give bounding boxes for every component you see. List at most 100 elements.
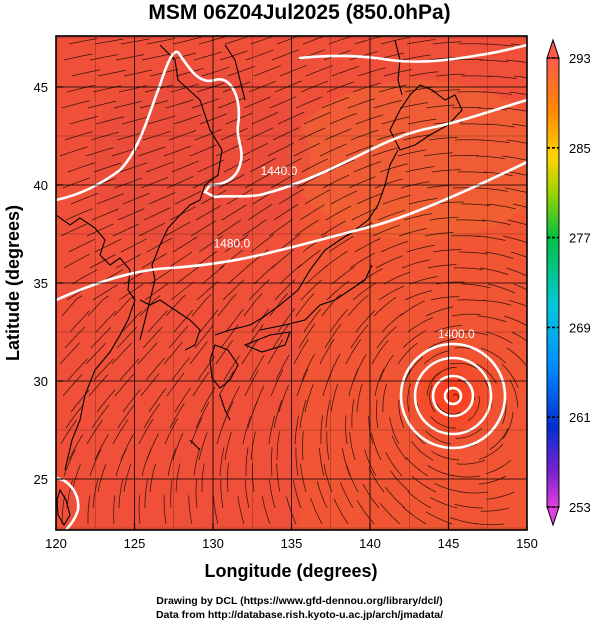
streamline <box>175 67 204 77</box>
streamline <box>449 517 479 525</box>
x-tick-label: 145 <box>438 536 460 551</box>
streamline <box>449 155 479 157</box>
streamline <box>294 219 319 237</box>
streamline <box>321 96 349 109</box>
streamline <box>174 387 191 413</box>
streamline <box>171 160 199 173</box>
streamline <box>423 350 450 365</box>
streamline <box>510 251 527 258</box>
streamline <box>120 433 134 461</box>
x-tick-label: 140 <box>359 536 381 551</box>
streamline <box>217 293 237 317</box>
streamline <box>170 83 199 93</box>
coastline-kyushu <box>209 344 239 389</box>
streamline <box>252 463 255 493</box>
streamline <box>305 65 333 77</box>
streamline <box>123 69 153 77</box>
streamline <box>95 310 116 333</box>
streamline <box>270 369 284 397</box>
streamline <box>295 447 299 477</box>
y-tick-label: 45 <box>34 80 48 95</box>
streamline <box>117 208 145 221</box>
streamline <box>503 107 527 112</box>
streamline <box>382 383 387 413</box>
streamline <box>425 511 453 525</box>
streamline <box>286 496 297 525</box>
streamline <box>324 128 352 141</box>
y-axis-label: Latitude (degrees) <box>3 205 23 361</box>
streamline <box>272 127 300 141</box>
streamline <box>216 219 242 237</box>
streamline <box>302 36 326 45</box>
streamline <box>449 362 478 370</box>
streamline <box>508 91 527 95</box>
streamline <box>398 228 427 237</box>
streamline <box>319 338 335 365</box>
streamline <box>221 204 247 221</box>
streamline <box>241 142 268 157</box>
streamline <box>216 416 227 445</box>
streamline <box>89 254 116 269</box>
streamline <box>459 123 489 125</box>
streamline <box>293 480 302 509</box>
streamline <box>423 152 453 157</box>
streamline <box>319 447 325 477</box>
streamline <box>323 250 348 269</box>
streamline <box>355 310 376 333</box>
streamline <box>67 162 96 173</box>
streamline <box>397 149 427 157</box>
streamline <box>69 115 98 125</box>
streamline <box>323 464 333 493</box>
streamline <box>194 128 222 141</box>
y-tick-label: 40 <box>34 178 48 193</box>
streamline <box>467 395 480 422</box>
streamline <box>375 255 403 269</box>
streamline <box>267 339 284 365</box>
streamline <box>430 497 458 509</box>
streamline <box>329 308 348 333</box>
streamline <box>68 434 84 461</box>
streamline <box>120 238 147 253</box>
streamline <box>138 418 154 445</box>
streamline <box>331 65 360 77</box>
streamline <box>90 326 112 349</box>
streamline <box>194 325 214 349</box>
streamline <box>342 448 351 477</box>
streamline <box>355 114 384 125</box>
streamline <box>113 295 135 317</box>
streamline <box>62 177 91 189</box>
streamline <box>224 431 232 461</box>
streamline <box>166 372 185 397</box>
coastline-sakhalin <box>394 39 403 96</box>
streamline <box>267 142 294 157</box>
streamline <box>345 415 348 445</box>
streamline <box>201 463 205 492</box>
streamline <box>274 80 302 93</box>
streamline <box>97 464 107 493</box>
streamline <box>389 416 400 445</box>
streamline <box>253 65 281 77</box>
streamline <box>454 139 484 141</box>
streamline <box>453 267 483 271</box>
streamline <box>147 310 168 333</box>
streamline <box>199 309 219 333</box>
colorbar-scale <box>546 57 560 508</box>
streamline <box>385 486 406 509</box>
streamline <box>483 171 513 176</box>
streamline <box>247 203 273 221</box>
contour-label: 1400.0 <box>438 327 475 341</box>
streamline <box>261 496 271 525</box>
streamline <box>223 355 240 381</box>
streamline <box>479 59 509 63</box>
streamline <box>273 400 283 429</box>
streamline <box>324 323 342 349</box>
streamline <box>61 295 83 317</box>
streamline <box>507 219 527 226</box>
temperature-shading-north <box>90 70 310 250</box>
streamline <box>249 158 276 173</box>
streamline <box>167 448 176 477</box>
streamline <box>253 264 276 285</box>
streamline <box>390 470 411 493</box>
streamline <box>163 341 183 365</box>
